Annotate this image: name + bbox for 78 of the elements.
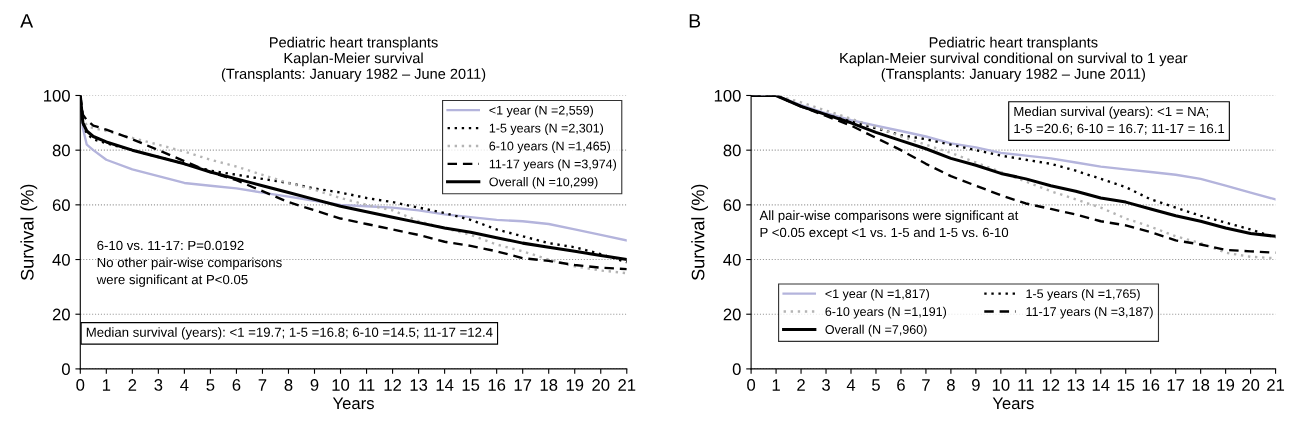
x-axis-title: Years [992, 397, 1034, 410]
legend-label: 6-10 years (N =1,191) [825, 306, 947, 319]
x-tick-label: 20 [1242, 379, 1260, 391]
x-tick-label: 1 [102, 379, 111, 391]
x-axis-title: Years [332, 397, 374, 410]
legend-label: 1-5 years (N =2,301) [489, 123, 604, 136]
annotation: Median survival (years): <1 =19.7; 1-5 =16.8; 6-10 =14.5; 11-17 =12.4 [86, 327, 493, 340]
x-tick-label: 21 [1267, 379, 1285, 391]
x-tick-label: 5 [206, 379, 215, 391]
legend-label: <1 year (N =2,559) [489, 105, 593, 118]
x-tick-label: 14 [1092, 379, 1110, 391]
x-tick-label: 18 [1192, 379, 1210, 391]
x-tick-label: 1 [772, 379, 780, 391]
y-tick-label: 100 [714, 89, 741, 102]
x-tick-label: 2 [128, 379, 137, 391]
legend-label: 11-17 years (N =3,187) [1026, 306, 1153, 319]
x-tick-label: 0 [747, 379, 756, 391]
x-tick-label: 11 [1018, 379, 1034, 391]
x-tick-label: 5 [872, 379, 880, 391]
y-tick-label: 60 [723, 199, 741, 212]
y-tick-label: 0 [732, 363, 741, 376]
x-tick-label: 6 [232, 379, 241, 391]
x-tick-label: 15 [462, 379, 480, 391]
x-tick-label: 17 [514, 379, 532, 391]
x-tick-label: 17 [1167, 379, 1185, 391]
x-tick-label: 6 [897, 379, 905, 391]
x-tick-label: 20 [592, 379, 610, 391]
text: A [20, 14, 34, 28]
x-tick-label: 4 [846, 379, 856, 391]
legend-label: 11-17 years (N =3,974) [489, 159, 617, 171]
annotation: 6-10 vs. 11-17: P=0.0192 No other pair-wise comparisons were significant at P<0.05 [96, 240, 282, 287]
y-tick-label: 80 [723, 144, 741, 157]
x-tick-label: 16 [1142, 379, 1160, 391]
x-tick-label: 18 [540, 379, 558, 391]
y-tick-label: 40 [723, 253, 741, 266]
y-tick-label: 60 [52, 199, 70, 212]
legend-label: 6-10 years (N =1,465) [489, 141, 610, 153]
x-tick-label: 21 [618, 379, 636, 391]
text: B [689, 14, 701, 28]
legend-label: <1 year (N =1,817) [825, 288, 929, 301]
x-tick-label: 7 [258, 379, 267, 391]
legend-label: Overall (N =7,960) [825, 324, 927, 337]
chart-title: Pediatric heart transplants Kaplan-Meier survival conditional on survival to 1 year (Transplants: January 1982 – June 2011) [840, 36, 1188, 82]
x-tick-label: 10 [332, 379, 350, 391]
x-tick-label: 11 [359, 379, 375, 391]
x-tick-label: 7 [922, 379, 930, 391]
x-tick-label: 19 [1217, 379, 1235, 391]
y-tick-label: 0 [61, 363, 70, 376]
x-tick-label: 19 [566, 379, 584, 391]
x-tick-label: 0 [76, 379, 85, 391]
y-tick-label: 20 [52, 308, 70, 321]
y-axis-title: Survival (%) [691, 184, 709, 281]
y-tick-label: 20 [723, 308, 741, 321]
x-tick-label: 12 [384, 379, 401, 391]
x-tick-label: 8 [946, 379, 955, 391]
x-tick-label: 10 [992, 379, 1010, 391]
chart-title: Pediatric heart transplants Kaplan-Meier survival (Transplants: January 1982 – June 2011) [221, 36, 486, 82]
legend-label: Overall (N =10,299) [489, 177, 598, 189]
x-tick-label: 4 [180, 379, 189, 391]
x-tick-label: 9 [310, 379, 319, 391]
y-tick-label: 80 [52, 144, 70, 157]
annotation: All pair-wise comparisons were significant at P <0.05 except <1 vs. 1-5 and 1-5 vs. 6-10 [759, 210, 1019, 240]
x-tick-label: 3 [154, 379, 163, 391]
y-tick-label: 40 [52, 253, 70, 266]
x-tick-label: 3 [822, 379, 830, 391]
annotation: Median survival (years): <1 = NA; 1-5 =20.6; 6-10 = 16.7; 11-17 = 16.1 [1014, 106, 1225, 135]
legend-label: 1-5 years (N =1,765) [1026, 288, 1140, 301]
x-tick-label: 14 [436, 379, 454, 391]
x-tick-label: 2 [797, 379, 805, 391]
x-tick-label: 13 [1067, 379, 1085, 391]
x-tick-label: 12 [1042, 379, 1060, 391]
x-tick-label: 15 [1117, 379, 1135, 391]
x-tick-label: 16 [488, 379, 506, 391]
x-tick-label: 13 [410, 379, 428, 391]
x-tick-label: 9 [972, 379, 980, 391]
y-tick-label: 100 [44, 89, 70, 102]
x-tick-label: 8 [284, 379, 293, 391]
y-axis-title: Survival (%) [20, 184, 38, 281]
